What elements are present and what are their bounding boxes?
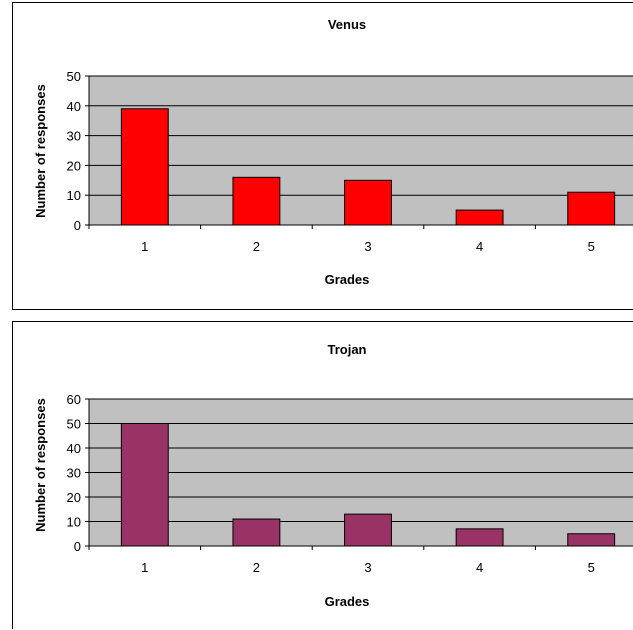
x-tick-label: 5	[588, 239, 595, 254]
bar-3	[344, 179, 392, 226]
x-tick-label: 2	[253, 560, 260, 575]
x-tick-label: 1	[141, 239, 148, 254]
bar-5	[567, 191, 616, 226]
y-tick-label: 60	[67, 392, 81, 407]
y-tick-label: 40	[67, 441, 81, 456]
y-tick-label: 30	[67, 129, 81, 144]
y-tick-label: 50	[67, 417, 81, 432]
y-axis-title: Number of responses	[33, 84, 48, 218]
y-axis-title: Number of responses	[33, 398, 48, 532]
y-tick-label: 50	[67, 69, 81, 84]
y-tick-label: 10	[67, 515, 81, 530]
y-tick-label: 40	[67, 99, 81, 114]
y-tick-label: 30	[67, 466, 81, 481]
y-tick-label: 20	[67, 158, 81, 173]
x-tick-label: 2	[253, 239, 260, 254]
x-tick-label: 3	[364, 560, 371, 575]
x-axis-title: Grades	[325, 272, 370, 287]
chart-title: Trojan	[327, 342, 366, 357]
bar-1	[120, 423, 169, 547]
y-tick-label: 0	[74, 539, 81, 554]
x-tick-label: 5	[588, 560, 595, 575]
y-tick-label: 0	[74, 218, 81, 233]
x-tick-label: 4	[476, 239, 483, 254]
bar-4	[455, 528, 504, 547]
x-tick-label: 4	[476, 560, 483, 575]
trojan-chart-panel: Trojan 0 10 20 30 40 50 60 1 2 3 4 5 Grades Number …	[12, 321, 633, 629]
venus-chart-panel: Venus 0 10 20 30 40 50 1 2 3 4 5 Grades Number of …	[12, 2, 633, 310]
y-tick-label: 10	[67, 188, 81, 203]
x-tick-label: 3	[364, 239, 371, 254]
y-tick-label: 20	[67, 490, 81, 505]
x-tick-label: 1	[141, 560, 148, 575]
bar-1	[120, 108, 169, 226]
bar-5	[567, 533, 616, 547]
bar-2	[232, 518, 281, 547]
bar-3	[344, 513, 392, 547]
trojan-chart: Trojan 0 10 20 30 40 50 60 1 2 3 4 5 Grades Number …	[33, 342, 633, 609]
bar-4	[455, 209, 504, 226]
venus-chart: Venus 0 10 20 30 40 50 1 2 3 4 5 Grades Number of …	[33, 17, 633, 287]
chart-title: Venus	[328, 17, 366, 32]
bar-2	[232, 176, 281, 226]
x-axis-title: Grades	[325, 594, 370, 609]
